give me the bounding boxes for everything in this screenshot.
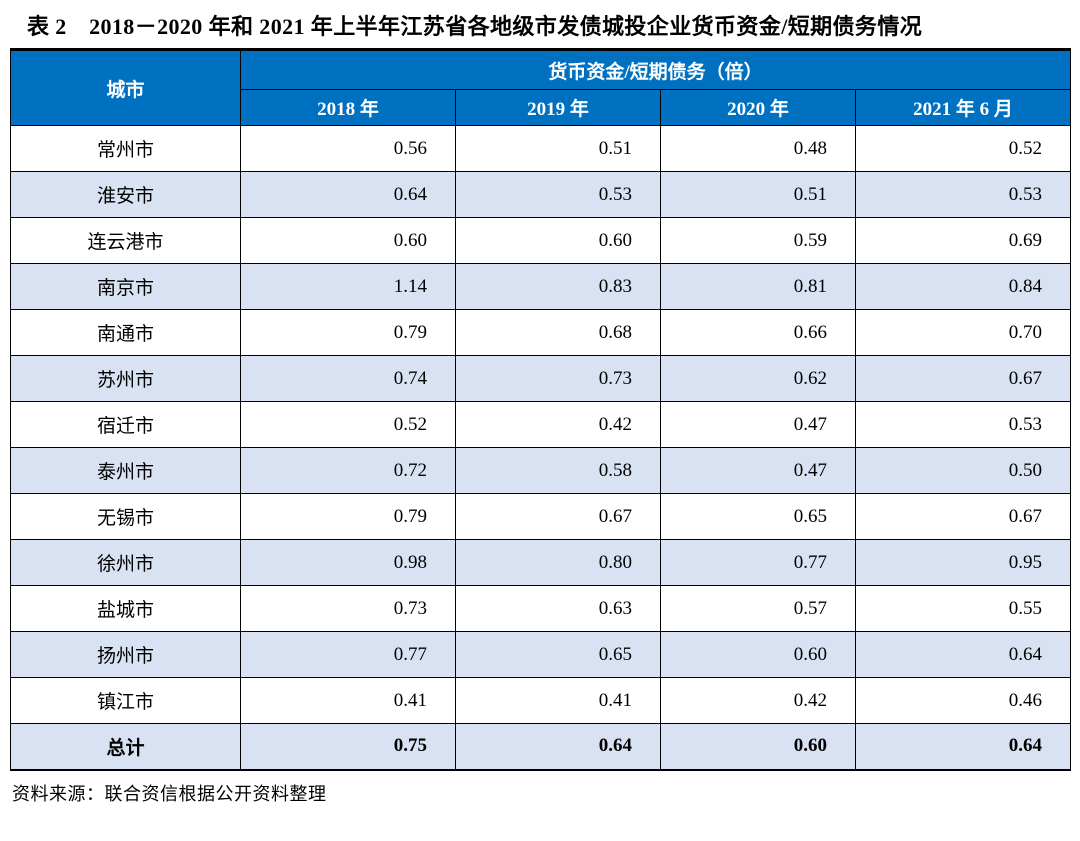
value-cell: 0.80 (455, 539, 661, 586)
city-name-cell: 南京市 (10, 263, 241, 310)
value-cell: 0.53 (455, 171, 661, 218)
value-cell: 0.84 (854, 263, 1072, 310)
header-year-2021-jun: 2021 年 6 月 (854, 89, 1072, 126)
header-group-metric: 货币资金/短期债务（倍） (239, 49, 1072, 90)
city-name-cell: 淮安市 (10, 171, 241, 218)
value-cell: 0.59 (660, 217, 856, 264)
city-name-cell: 徐州市 (10, 539, 241, 586)
value-cell: 0.63 (455, 585, 661, 632)
table-row: 徐州市 0.98 0.80 0.77 0.95 (10, 539, 1072, 586)
value-cell: 0.53 (854, 401, 1072, 448)
city-name-cell: 无锡市 (10, 493, 241, 540)
value-cell: 0.95 (854, 539, 1072, 586)
city-name-cell: 镇江市 (10, 677, 241, 724)
city-name-cell: 泰州市 (10, 447, 241, 494)
value-cell: 0.60 (240, 217, 456, 264)
value-cell: 0.68 (455, 309, 661, 356)
table-row: 连云港市 0.60 0.60 0.59 0.69 (10, 217, 1072, 264)
value-cell: 1.14 (240, 263, 456, 310)
value-cell: 0.64 (854, 723, 1072, 770)
table-body: 常州市 0.56 0.51 0.48 0.52 淮安市 0.64 0.53 0.51 0.53 连云… (10, 125, 1072, 770)
table-title: 表 2 2018－2020 年和 2021 年上半年江苏省各地级市发债城投企业货… (27, 14, 923, 39)
value-cell: 0.83 (455, 263, 661, 310)
value-cell: 0.58 (455, 447, 661, 494)
city-name-cell: 宿迁市 (10, 401, 241, 448)
table-row: 扬州市 0.77 0.65 0.60 0.64 (10, 631, 1072, 678)
value-cell: 0.67 (455, 493, 661, 540)
city-name-cell: 连云港市 (10, 217, 241, 264)
value-cell: 0.73 (240, 585, 456, 632)
table-header: 城市 货币资金/短期债务（倍） 2018 年 2019 年 2020 年 202… (10, 49, 1072, 126)
total-label-cell: 总计 (10, 723, 241, 770)
value-cell: 0.64 (455, 723, 661, 770)
value-cell: 0.98 (240, 539, 456, 586)
value-cell: 0.64 (854, 631, 1072, 678)
value-cell: 0.73 (455, 355, 661, 402)
value-cell: 0.77 (240, 631, 456, 678)
value-cell: 0.69 (854, 217, 1072, 264)
value-cell: 0.62 (660, 355, 856, 402)
value-cell: 0.60 (455, 217, 661, 264)
value-cell: 0.64 (240, 171, 456, 218)
header-row-group: 城市 货币资金/短期债务（倍） (10, 49, 1072, 126)
value-cell: 0.60 (660, 631, 856, 678)
value-cell: 0.77 (660, 539, 856, 586)
table-row: 苏州市 0.74 0.73 0.62 0.67 (10, 355, 1072, 402)
value-cell: 0.81 (660, 263, 856, 310)
value-cell: 0.75 (240, 723, 456, 770)
value-cell: 0.56 (240, 125, 456, 172)
header-row-years: 2018 年 2019 年 2020 年 2021 年 6 月 (11, 89, 1072, 126)
value-cell: 0.51 (660, 171, 856, 218)
value-cell: 0.74 (240, 355, 456, 402)
city-name-cell: 盐城市 (10, 585, 241, 632)
value-cell: 0.42 (455, 401, 661, 448)
table-row: 宿迁市 0.52 0.42 0.47 0.53 (10, 401, 1072, 448)
value-cell: 0.79 (240, 309, 456, 356)
value-cell: 0.57 (660, 585, 856, 632)
total-row: 总计 0.75 0.64 0.60 0.64 (10, 723, 1072, 770)
table-row: 泰州市 0.72 0.58 0.47 0.50 (10, 447, 1072, 494)
value-cell: 0.41 (240, 677, 456, 724)
value-cell: 0.52 (854, 125, 1072, 172)
table-row: 南京市 1.14 0.83 0.81 0.84 (10, 263, 1072, 310)
value-cell: 0.66 (660, 309, 856, 356)
value-cell: 0.42 (660, 677, 856, 724)
city-name-cell: 南通市 (10, 309, 241, 356)
value-cell: 0.55 (854, 585, 1072, 632)
value-cell: 0.46 (854, 677, 1072, 724)
value-cell: 0.65 (660, 493, 856, 540)
value-cell: 0.51 (455, 125, 661, 172)
value-cell: 0.48 (660, 125, 856, 172)
header-year-2020: 2020 年 (660, 89, 856, 126)
table-row: 盐城市 0.73 0.63 0.57 0.55 (10, 585, 1072, 632)
header-city: 城市 (10, 49, 241, 126)
value-cell: 0.70 (854, 309, 1072, 356)
source-note: 资料来源：联合资信根据公开资料整理 (12, 783, 327, 804)
value-cell: 0.60 (660, 723, 856, 770)
value-cell: 0.41 (455, 677, 661, 724)
city-name-cell: 苏州市 (10, 355, 241, 402)
table-row: 淮安市 0.64 0.53 0.51 0.53 (10, 171, 1072, 218)
value-cell: 0.47 (660, 401, 856, 448)
city-name-cell: 常州市 (10, 125, 241, 172)
table-row: 常州市 0.56 0.51 0.48 0.52 (10, 125, 1072, 172)
data-table: 城市 货币资金/短期债务（倍） 2018 年 2019 年 2020 年 202… (10, 48, 1072, 771)
value-cell: 0.52 (240, 401, 456, 448)
value-cell: 0.67 (854, 493, 1072, 540)
value-cell: 0.50 (854, 447, 1072, 494)
city-name-cell: 扬州市 (10, 631, 241, 678)
table-row: 南通市 0.79 0.68 0.66 0.70 (10, 309, 1072, 356)
value-cell: 0.79 (240, 493, 456, 540)
header-year-2018: 2018 年 (240, 89, 456, 126)
header-year-2019: 2019 年 (455, 89, 661, 126)
value-cell: 0.53 (854, 171, 1072, 218)
value-cell: 0.65 (455, 631, 661, 678)
value-cell: 0.72 (240, 447, 456, 494)
table-row: 无锡市 0.79 0.67 0.65 0.67 (10, 493, 1072, 540)
value-cell: 0.47 (660, 447, 856, 494)
table-row: 镇江市 0.41 0.41 0.42 0.46 (10, 677, 1072, 724)
value-cell: 0.67 (854, 355, 1072, 402)
